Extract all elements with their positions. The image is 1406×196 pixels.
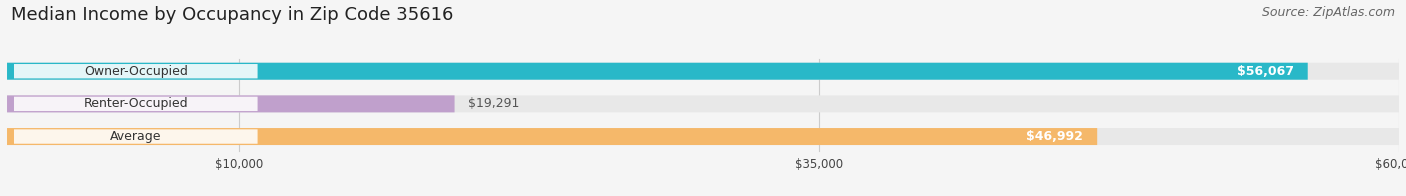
FancyBboxPatch shape xyxy=(7,95,1399,112)
Text: Owner-Occupied: Owner-Occupied xyxy=(84,65,188,78)
FancyBboxPatch shape xyxy=(14,129,257,144)
Text: $46,992: $46,992 xyxy=(1026,130,1083,143)
FancyBboxPatch shape xyxy=(7,128,1097,145)
FancyBboxPatch shape xyxy=(7,128,1399,145)
Text: Renter-Occupied: Renter-Occupied xyxy=(83,97,188,110)
Text: Source: ZipAtlas.com: Source: ZipAtlas.com xyxy=(1261,6,1395,19)
Text: Average: Average xyxy=(110,130,162,143)
Text: $19,291: $19,291 xyxy=(468,97,520,110)
Text: Median Income by Occupancy in Zip Code 35616: Median Income by Occupancy in Zip Code 3… xyxy=(11,6,454,24)
FancyBboxPatch shape xyxy=(14,64,257,78)
FancyBboxPatch shape xyxy=(14,97,257,111)
FancyBboxPatch shape xyxy=(7,63,1308,80)
Text: $56,067: $56,067 xyxy=(1237,65,1294,78)
FancyBboxPatch shape xyxy=(7,63,1399,80)
FancyBboxPatch shape xyxy=(7,95,454,112)
